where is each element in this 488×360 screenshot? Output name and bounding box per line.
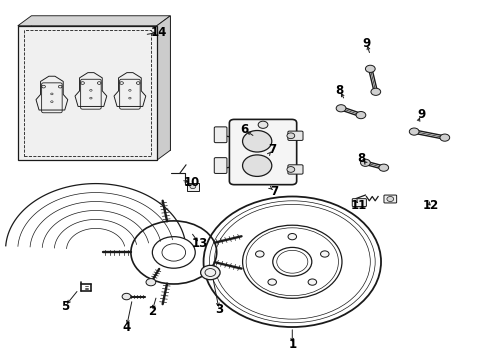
FancyBboxPatch shape [214,158,226,174]
Bar [23,30,151,156]
FancyBboxPatch shape [229,120,296,185]
Circle shape [320,251,328,257]
Text: 8: 8 [357,152,365,165]
Polygon shape [18,16,170,26]
Text: 9: 9 [416,108,424,121]
FancyBboxPatch shape [383,195,396,203]
Text: 3: 3 [215,303,223,316]
Text: 6: 6 [240,123,248,136]
Circle shape [242,155,271,176]
Text: 1: 1 [287,338,296,351]
Circle shape [267,279,276,285]
Text: 4: 4 [122,320,130,333]
Text: 12: 12 [422,199,438,212]
FancyBboxPatch shape [214,127,226,143]
Circle shape [242,131,271,152]
Circle shape [355,112,365,119]
Circle shape [335,105,345,112]
Bar [186,183,198,191]
Text: 13: 13 [191,237,207,250]
Circle shape [378,164,388,171]
Text: 7: 7 [268,143,276,156]
Circle shape [386,197,393,202]
Text: 10: 10 [183,176,200,189]
Circle shape [307,279,316,285]
Text: 7: 7 [270,185,278,198]
Circle shape [439,134,449,141]
Circle shape [255,251,264,257]
Circle shape [286,167,294,172]
FancyBboxPatch shape [287,165,303,174]
Circle shape [122,293,131,300]
Circle shape [286,133,294,139]
Circle shape [365,65,374,72]
Text: 9: 9 [362,36,370,50]
Circle shape [189,184,195,189]
Polygon shape [157,16,170,160]
Text: 5: 5 [61,300,69,313]
Circle shape [360,159,369,166]
Text: 8: 8 [335,84,343,97]
Circle shape [200,265,220,280]
FancyBboxPatch shape [351,199,366,207]
Text: 11: 11 [350,199,366,212]
Circle shape [287,234,296,240]
Text: 14: 14 [151,26,167,39]
Circle shape [408,128,418,135]
Circle shape [258,121,267,129]
Text: 2: 2 [147,306,156,319]
Circle shape [370,88,380,95]
Polygon shape [31,16,170,150]
Circle shape [146,279,156,286]
FancyBboxPatch shape [287,131,303,140]
Bar [18,26,157,160]
